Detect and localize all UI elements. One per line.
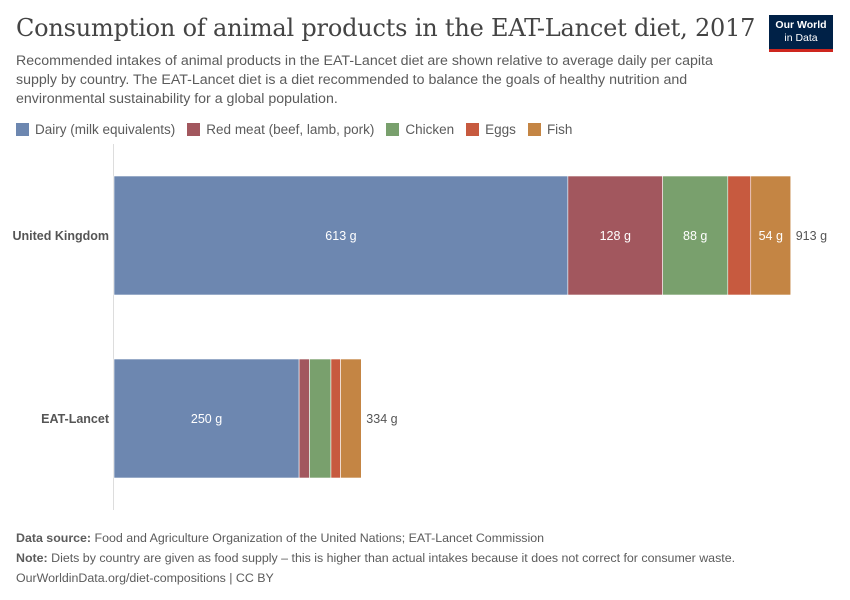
license-text: | CC BY xyxy=(229,571,274,585)
category-label: United Kingdom xyxy=(12,229,109,243)
note-text: Diets by country are given as food suppl… xyxy=(51,551,736,565)
bar-segment xyxy=(727,175,752,296)
bar-segment xyxy=(340,358,362,479)
logo-line-2: in Data xyxy=(784,32,818,44)
logo-line-1: Our World xyxy=(775,19,827,31)
category-label: EAT-Lancet xyxy=(41,412,110,426)
bar-value-label: 88 g xyxy=(683,229,707,243)
note-label: Note: xyxy=(16,551,48,565)
url-line: OurWorldinData.org/diet-compositions | C… xyxy=(16,568,836,588)
bar-segment xyxy=(750,175,792,296)
legend-label: Dairy (milk equivalents) xyxy=(35,121,176,137)
note-line: Note: Diets by country are given as food… xyxy=(16,548,836,568)
legend-item-1[interactable]: Red meat (beef, lamb, pork) xyxy=(187,122,374,137)
legend-item-3[interactable]: Eggs xyxy=(466,122,516,137)
bar-segment xyxy=(113,358,300,479)
legend-label: Red meat (beef, lamb, pork) xyxy=(206,121,375,137)
bar-value-label: 250 g xyxy=(191,412,222,426)
bar-segment xyxy=(309,358,332,479)
bar-segment xyxy=(298,358,310,479)
bar-segment xyxy=(330,358,341,479)
legend-swatch xyxy=(466,122,480,136)
legend-swatch xyxy=(386,122,400,136)
legend-item-4[interactable]: Fish xyxy=(527,121,573,137)
data-source-text: Food and Agriculture Organization of the… xyxy=(94,531,545,545)
chart-title: Consumption of animal products in the EA… xyxy=(16,14,756,42)
bar-segment xyxy=(662,175,729,296)
legend-label: Eggs xyxy=(485,121,516,137)
legend-swatch xyxy=(187,122,201,136)
bar-value-label: 128 g xyxy=(600,229,631,243)
chart-subtitle: Recommended intakes of animal products i… xyxy=(16,53,713,107)
bar-segment xyxy=(567,175,663,296)
legend-swatch xyxy=(16,122,29,136)
legend-item-0[interactable]: Dairy (milk equivalents) xyxy=(16,122,175,137)
bar-segment xyxy=(113,175,569,296)
bar-value-label: 54 g xyxy=(759,229,783,243)
bar-total-label: 913 g xyxy=(796,229,827,243)
stacked-bar-chart: United Kingdom 613 g 128 g 88 g 54 g 913 g EAT… xyxy=(12,144,827,510)
chart-legend: Dairy (milk equivalents) Red meat (beef, … xyxy=(16,120,584,138)
data-source-line: Data source: Food and Agriculture Organi… xyxy=(16,528,836,548)
legend-label: Chicken xyxy=(405,121,455,137)
chart-footer: Data source: Food and Agriculture Organi… xyxy=(16,528,836,588)
owid-logo[interactable]: Our World in Data xyxy=(769,15,833,52)
legend-label: Fish xyxy=(546,121,573,137)
legend-swatch xyxy=(527,122,541,136)
data-source-label: Data source: xyxy=(16,531,92,545)
bar-value-label: 613 g xyxy=(325,229,356,243)
legend-item-2[interactable]: Chicken xyxy=(386,122,454,137)
bar-total-label: 334 g xyxy=(366,412,397,426)
source-url-link[interactable]: OurWorldinData.org/diet-compositions xyxy=(16,571,226,585)
